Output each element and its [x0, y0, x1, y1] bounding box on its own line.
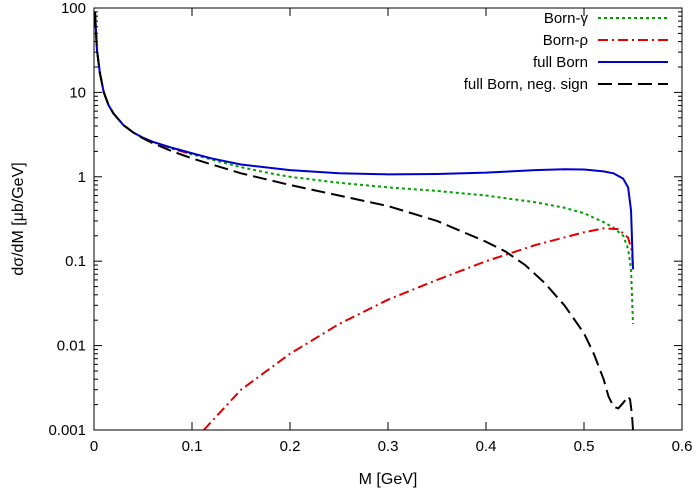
series-line-3: [94, 11, 634, 430]
y-axis-label: dσ/dM [μb/GeV]: [10, 162, 27, 275]
series-line-1: [94, 11, 634, 430]
x-tick-label: 0.4: [476, 438, 497, 455]
x-tick-label: 0.3: [378, 438, 399, 455]
series-line-2: [94, 11, 634, 270]
series-layer: [94, 11, 634, 430]
y-tick-label: 1: [78, 169, 86, 186]
legend-label: Born-ρ: [543, 32, 588, 49]
legend-label: Born-γ: [544, 10, 589, 27]
x-tick-label: 0: [90, 438, 98, 455]
x-tick-label: 0.2: [280, 438, 301, 455]
y-tick-label: 10: [69, 84, 86, 101]
x-tick-label: 0.5: [574, 438, 595, 455]
legend-label: full Born, neg. sign: [464, 76, 588, 93]
x-tick-label: 0.6: [672, 438, 693, 455]
y-tick-label: 100: [61, 0, 86, 17]
x-tick-label: 0.1: [182, 438, 203, 455]
y-tick-label: 0.01: [57, 338, 86, 355]
plot-frame: [93, 7, 683, 431]
y-tick-label: 0.1: [65, 253, 86, 270]
tick-layer: 0 0.1 0.2 0.3 0.4 0.5 0.6 0.001 0.01 0.1 1 10 100: [48, 0, 692, 455]
x-axis-label: M [GeV]: [359, 471, 418, 488]
legend-label: full Born: [533, 54, 588, 71]
y-tick-label: 0.001: [48, 422, 86, 439]
legend: Born-γ Born-ρ full Born full Born, neg. sig…: [464, 10, 668, 93]
